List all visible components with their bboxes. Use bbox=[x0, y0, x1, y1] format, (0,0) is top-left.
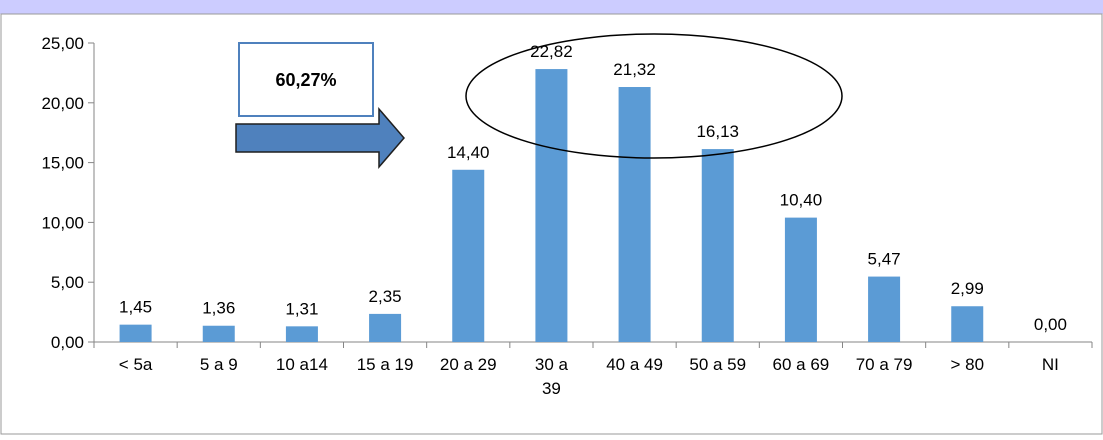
data-label: 14,40 bbox=[447, 143, 490, 162]
bar bbox=[951, 306, 984, 342]
y-tick-label: 15,00 bbox=[41, 154, 84, 173]
annotations: 60,27% bbox=[235, 33, 843, 170]
bar bbox=[701, 149, 734, 342]
data-label: 16,13 bbox=[696, 122, 739, 141]
bar bbox=[119, 324, 152, 342]
bar bbox=[618, 87, 651, 342]
data-label: 1,31 bbox=[285, 299, 318, 318]
y-axis: 0,00 5,00 10,00 15,00 20,00 25,00 bbox=[41, 34, 95, 352]
highlight-ellipse bbox=[465, 33, 843, 159]
callout-label: 60,27% bbox=[275, 70, 336, 90]
x-tick-label: > 80 bbox=[950, 355, 984, 374]
x-tick-label: < 5a bbox=[119, 355, 153, 374]
data-label: 21,32 bbox=[613, 60, 656, 79]
x-tick-label: NI bbox=[1042, 355, 1059, 374]
bar bbox=[369, 313, 402, 342]
bar bbox=[868, 276, 901, 342]
x-tick-label: 70 a 79 bbox=[856, 355, 913, 374]
bar bbox=[452, 169, 485, 342]
data-label: 2,99 bbox=[951, 279, 984, 298]
x-tick-label: 60 a 69 bbox=[773, 355, 830, 374]
data-label: 1,36 bbox=[202, 299, 235, 318]
bar bbox=[285, 326, 318, 342]
y-tick-label: 10,00 bbox=[41, 213, 84, 232]
y-tick-label: 5,00 bbox=[51, 273, 84, 292]
data-label: 2,35 bbox=[369, 287, 402, 306]
x-tick-label: 30 a 39 bbox=[535, 355, 569, 398]
bar bbox=[202, 325, 235, 342]
header-band bbox=[0, 0, 1103, 14]
x-tick-label: 15 a 19 bbox=[357, 355, 414, 374]
x-tick-label: 5 a 9 bbox=[200, 355, 238, 374]
x-tick-label: 20 a 29 bbox=[440, 355, 497, 374]
y-tick-label: 25,00 bbox=[41, 34, 84, 53]
data-label: 22,82 bbox=[530, 42, 573, 61]
x-tick-label: 40 a 49 bbox=[606, 355, 663, 374]
y-tick-label: 0,00 bbox=[51, 333, 84, 352]
bar bbox=[784, 217, 817, 342]
data-label: 1,45 bbox=[119, 298, 152, 317]
callout-box bbox=[238, 42, 374, 117]
data-label: 5,47 bbox=[868, 250, 901, 269]
bar bbox=[535, 69, 568, 342]
data-label: 10,40 bbox=[780, 191, 823, 210]
x-tick-label: 50 a 59 bbox=[689, 355, 746, 374]
data-label: 0,00 bbox=[1034, 315, 1067, 334]
right-arrow-icon bbox=[235, 106, 405, 170]
x-axis: < 5a 5 a 9 10 a14 15 a 19 20 a 29 30 a 39 40 a … bbox=[93, 341, 1093, 398]
y-tick-label: 20,00 bbox=[41, 94, 84, 113]
bars bbox=[119, 69, 984, 342]
x-tick-label: 10 a14 bbox=[276, 355, 328, 374]
